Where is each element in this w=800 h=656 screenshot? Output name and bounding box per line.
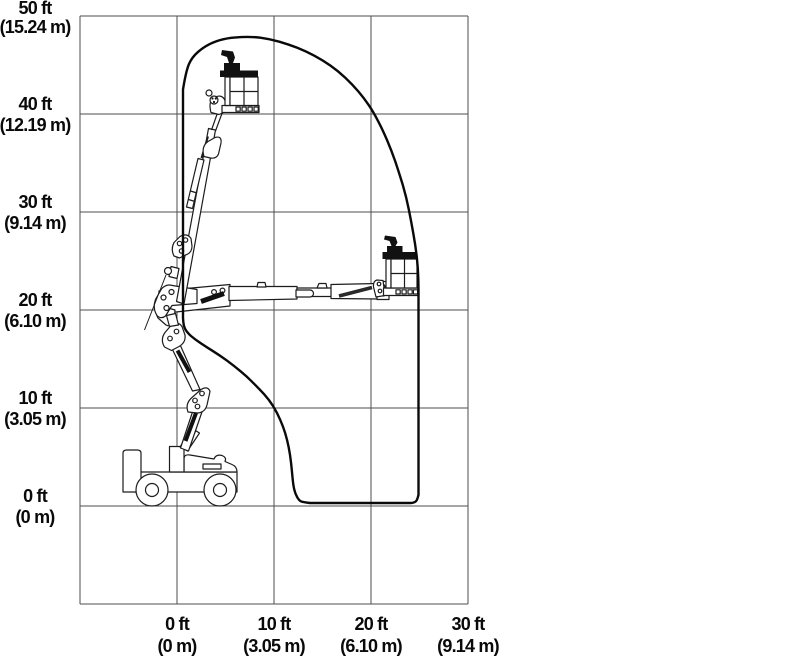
x-tick-label-m: (6.10 m) xyxy=(340,636,402,656)
y-tick-label-m: (12.19 m) xyxy=(0,115,71,135)
floor-slat xyxy=(407,289,413,295)
x-tick-label-ft: 10 ft xyxy=(257,614,291,634)
x-tick-label-ft: 0 ft xyxy=(165,614,190,634)
pivot-hole xyxy=(199,390,205,397)
platform-support xyxy=(372,279,386,298)
pivot-hole xyxy=(377,288,383,294)
y-tick-label-m: (15.24 m) xyxy=(0,17,71,37)
pivot-hole xyxy=(163,304,170,312)
x-tick-label-m: (9.14 m) xyxy=(437,636,499,656)
jib-link xyxy=(214,111,224,132)
cylinder-band xyxy=(188,198,196,203)
pivot-hole xyxy=(173,328,180,335)
pivot-hole xyxy=(160,294,167,301)
y-tick-label-ft: 10 ft xyxy=(18,388,52,408)
x-tick-label-ft: 30 ft xyxy=(451,614,485,634)
boom-lift-extended-icon xyxy=(155,235,419,327)
pivot-dot xyxy=(211,97,214,100)
riser-plate xyxy=(161,322,186,352)
pivot-hole xyxy=(176,240,183,247)
control-console-icon xyxy=(384,235,403,252)
cylinder-band xyxy=(190,190,198,194)
riser-cylinder xyxy=(183,412,198,442)
riser-link xyxy=(165,312,180,328)
boom-slot xyxy=(295,289,315,298)
y-tick-label-ft: 50 ft xyxy=(18,0,52,18)
platform-top-rail xyxy=(382,252,417,259)
leveling-pivot xyxy=(163,266,173,276)
lift-cylinder xyxy=(200,291,225,304)
pivot-dot xyxy=(214,97,217,100)
y-tick-label-m: (9.14 m) xyxy=(4,213,66,233)
y-tick-label-m: (0 m) xyxy=(15,507,55,527)
turret-mast xyxy=(168,445,185,473)
floor-slat xyxy=(401,289,407,295)
pivot-hole xyxy=(192,397,198,404)
riser-cylinder xyxy=(175,349,192,373)
y-tick-label-ft: 30 ft xyxy=(18,192,52,212)
floor-slat xyxy=(253,106,259,112)
boom-nose xyxy=(202,136,222,159)
wheel-hub xyxy=(212,482,228,498)
rotator-cap xyxy=(205,89,213,97)
leveling-rod xyxy=(144,274,167,331)
floor-slat xyxy=(412,289,419,295)
floor-slat xyxy=(247,106,253,112)
platform-side-panel xyxy=(224,76,231,107)
hood-vent xyxy=(202,463,222,470)
x-tick-label-ft: 20 ft xyxy=(354,614,388,634)
floor-slat xyxy=(395,289,401,295)
boom-lift-elevated-icon xyxy=(122,50,260,507)
grid xyxy=(79,15,469,605)
axis-labels: 50 ft(15.24 m)40 ft(12.19 m)30 ft(9.14 m… xyxy=(0,0,500,656)
y-tick-label-ft: 40 ft xyxy=(18,94,52,114)
wheel-hub xyxy=(144,482,160,498)
boom-tab xyxy=(256,281,267,288)
x-tick-label-m: (0 m) xyxy=(157,636,197,656)
riser-knuckle xyxy=(186,387,211,414)
y-tick-label-ft: 20 ft xyxy=(18,290,52,310)
reach-envelope-outline xyxy=(181,35,420,505)
boom-cylinder xyxy=(185,157,205,210)
counterweight-box xyxy=(122,449,142,493)
y-tick-label-ft: 0 ft xyxy=(23,486,48,506)
pivot-hole xyxy=(211,289,218,296)
boom-tab xyxy=(316,282,328,289)
pivot-hole xyxy=(194,403,201,410)
jib-cylinder xyxy=(338,285,373,298)
pivot-hole xyxy=(376,281,382,287)
control-console-icon xyxy=(221,50,240,71)
y-tick-label-m: (6.10 m) xyxy=(4,311,66,331)
floor-slat xyxy=(241,106,247,112)
y-tick-label-m: (3.05 m) xyxy=(4,409,66,429)
floor-slat xyxy=(235,106,241,112)
x-tick-label-m: (3.05 m) xyxy=(243,636,305,656)
pivot-dot xyxy=(212,100,216,104)
pivot-hole xyxy=(167,335,173,342)
boom-base-section xyxy=(228,285,298,302)
pivot-hole xyxy=(168,288,175,296)
platform-side-panel xyxy=(385,258,392,289)
platform-top-rail xyxy=(220,70,258,77)
